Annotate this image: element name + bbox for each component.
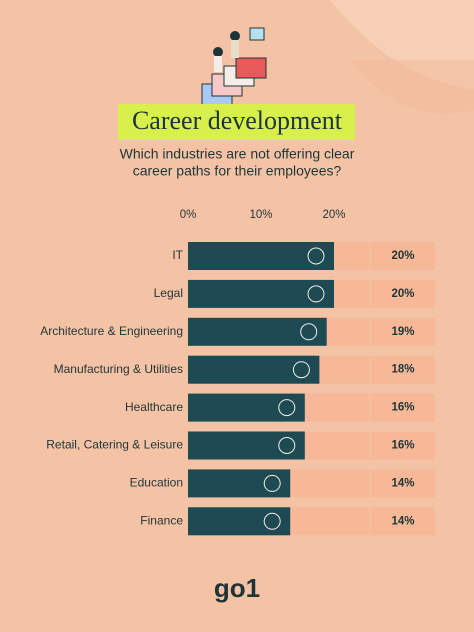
- bar-icon: [300, 323, 318, 341]
- bar-icon: [278, 437, 296, 454]
- bar-icon: [292, 361, 310, 379]
- x-tick-label: 0%: [180, 209, 197, 221]
- bar: [188, 355, 320, 384]
- category-label: Healthcare: [125, 400, 183, 414]
- bar-icon: [307, 247, 325, 265]
- category-label: Manufacturing & Utilities: [54, 362, 183, 376]
- value-label: 16%: [391, 440, 414, 452]
- bar-icon: [278, 399, 296, 417]
- category-label: Legal: [154, 286, 183, 300]
- value-label: 20%: [391, 250, 414, 262]
- title-highlight: [118, 104, 355, 140]
- x-tick-label: 10%: [249, 209, 272, 221]
- bar: [188, 279, 334, 308]
- chart-title: Career development: [132, 106, 343, 135]
- illustration: [201, 27, 267, 107]
- value-label: 16%: [391, 402, 414, 414]
- category-label: Architecture & Engineering: [40, 324, 183, 338]
- value-label: 14%: [391, 515, 414, 527]
- value-label: 20%: [391, 288, 414, 300]
- bar-icon: [263, 474, 281, 492]
- bar: [188, 242, 334, 270]
- bar-icon: [307, 285, 325, 303]
- value-label: 18%: [391, 364, 414, 376]
- value-label: 19%: [391, 326, 414, 338]
- bar: [188, 431, 305, 460]
- x-tick-label: 20%: [322, 209, 345, 221]
- subtitle-line: career paths for their employees?: [133, 163, 342, 179]
- bar: [188, 393, 305, 422]
- category-label: IT: [172, 248, 183, 262]
- bar: [188, 507, 291, 536]
- subtitle-line: Which industries are not offering clear: [120, 146, 355, 162]
- bar: [188, 469, 291, 498]
- value-label: 14%: [391, 477, 414, 489]
- bar: [188, 317, 327, 346]
- bar-icon: [263, 512, 281, 530]
- logo: go1: [214, 573, 260, 603]
- category-label: Education: [130, 476, 183, 490]
- blob: [350, 60, 474, 114]
- category-label: Retail, Catering & Leisure: [46, 438, 183, 452]
- category-label: Finance: [140, 513, 183, 527]
